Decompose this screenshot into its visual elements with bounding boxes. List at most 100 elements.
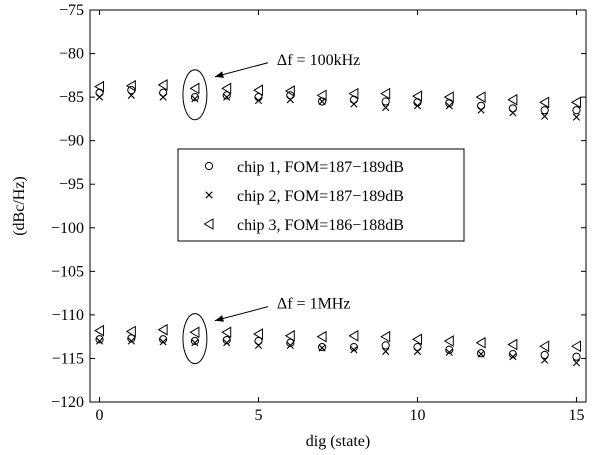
x-tick-label: 5	[255, 407, 263, 424]
legend-marker-chip-2	[205, 191, 213, 199]
data-point-chip-1	[190, 336, 200, 346]
y-tick-label: −115	[52, 350, 84, 367]
data-point-chip-2	[509, 109, 517, 117]
annotation-ellipse	[182, 69, 208, 121]
data-point-chip-2	[191, 95, 199, 103]
legend-entry-chip-2: chip 2, FOM=187−189dB	[237, 188, 404, 205]
y-tick-label: −100	[51, 220, 84, 237]
data-point-chip-1	[540, 106, 549, 115]
y-tick-label: −80	[59, 46, 84, 63]
data-point-chip-1	[381, 341, 390, 350]
data-point-chip-1	[95, 335, 104, 344]
x-tick-label: 0	[96, 407, 104, 424]
annotation-arrow-head	[214, 71, 224, 78]
x-axis-label: dig (state)	[306, 433, 370, 450]
data-point-chip-3	[157, 323, 168, 336]
y-tick-label: −85	[59, 89, 84, 106]
annotation-arrow-head	[214, 315, 224, 322]
data-point-chip-1	[222, 336, 231, 345]
data-point-chip-3	[380, 330, 391, 343]
y-tick-label: −120	[51, 394, 84, 411]
data-point-chip-3	[253, 84, 264, 97]
data-point-chip-1	[572, 106, 581, 115]
data-point-chip-2	[509, 353, 517, 361]
data-series	[94, 79, 581, 367]
data-point-chip-3	[284, 329, 295, 342]
x-tick-label: 15	[568, 407, 584, 424]
annotation-label: Δf = 100kHz	[277, 52, 360, 69]
data-point-chip-3	[125, 325, 136, 338]
data-point-chip-2	[127, 91, 135, 99]
data-point-chip-2	[382, 103, 390, 112]
data-point-chip-2	[254, 97, 263, 105]
data-point-chip-1	[349, 343, 358, 352]
data-point-chip-3	[125, 79, 136, 92]
data-point-chip-2	[254, 341, 263, 349]
data-point-chip-2	[318, 344, 326, 352]
data-point-chip-2	[95, 93, 104, 101]
data-point-chip-3	[348, 329, 359, 342]
data-point-chip-3	[507, 338, 518, 351]
data-point-chip-3	[507, 93, 518, 106]
data-point-chip-2	[350, 346, 358, 354]
data-point-chip-1	[572, 352, 581, 361]
data-point-chip-3	[475, 91, 486, 103]
data-point-chip-2	[413, 102, 422, 110]
x-tick-label: 10	[409, 407, 425, 424]
series-chip-3	[94, 79, 581, 353]
data-point-chip-2	[286, 96, 294, 104]
data-point-chip-3	[570, 96, 581, 109]
legend-entry-chip-1: chip 1, FOM=187−189dB	[237, 159, 404, 176]
data-point-chip-2	[95, 337, 104, 345]
data-point-chip-2	[541, 356, 549, 364]
y-tick-label: −110	[52, 307, 84, 324]
legend-markers	[203, 161, 214, 230]
data-point-chip-1	[159, 335, 168, 344]
annotation-arrow-line	[214, 306, 269, 322]
legend-marker-chip-1	[204, 161, 214, 171]
data-point-chip-2	[572, 359, 581, 367]
data-point-chip-3	[539, 96, 550, 109]
data-point-chip-1	[127, 334, 136, 343]
data-point-chip-2	[159, 338, 167, 346]
annotation-ellipse	[182, 313, 208, 365]
data-point-chip-3	[221, 82, 232, 95]
data-point-chip-2	[191, 339, 199, 347]
data-point-chip-2	[445, 102, 453, 110]
y-axis-label: (dBc/Hz)	[11, 176, 28, 236]
data-point-chip-1	[445, 345, 454, 354]
series-chip-2	[95, 91, 581, 367]
data-point-chip-3	[157, 79, 168, 91]
data-point-chip-2	[223, 339, 231, 347]
data-point-chip-2	[223, 93, 231, 101]
annotation-arrow-line	[214, 62, 269, 78]
data-point-chip-3	[316, 330, 327, 343]
data-point-chip-3	[475, 336, 486, 349]
data-point-chip-3	[412, 333, 422, 346]
y-tick-label: −105	[51, 263, 84, 280]
data-point-chip-3	[221, 326, 232, 339]
y-tick-label: −90	[59, 133, 84, 150]
y-tick-label: −95	[59, 176, 84, 193]
data-point-chip-3	[284, 85, 295, 97]
data-point-chip-2	[127, 337, 135, 345]
data-point-chip-2	[477, 106, 485, 114]
data-point-chip-3	[189, 326, 200, 339]
y-tick-label: −75	[59, 2, 84, 19]
data-point-chip-2	[445, 348, 453, 356]
data-point-chip-2	[382, 347, 390, 356]
data-point-chip-3	[189, 82, 200, 95]
legend-marker-chip-3	[203, 218, 214, 230]
data-point-chip-1	[318, 343, 327, 352]
data-point-chip-2	[541, 112, 549, 120]
legend-box	[177, 148, 465, 242]
data-point-chip-1	[540, 350, 549, 360]
data-point-chip-3	[348, 87, 359, 100]
data-point-chip-3	[412, 90, 422, 103]
data-point-chip-3	[94, 80, 105, 93]
data-point-chip-1	[381, 97, 390, 106]
data-point-chip-3	[443, 335, 454, 347]
data-point-chip-3	[570, 340, 581, 353]
data-point-chip-2	[350, 100, 358, 108]
